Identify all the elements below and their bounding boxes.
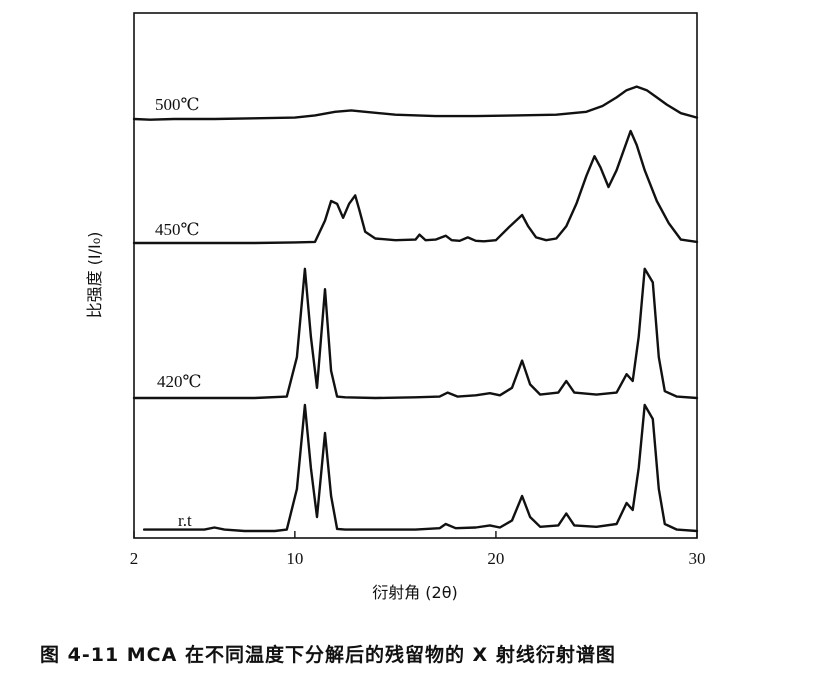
series-line-rt [142,403,699,533]
x-axis-ticks: 2 10 20 30 [130,531,706,568]
x-axis-title: 衍射角 (2θ) [372,583,458,602]
x-tick-label-2: 2 [130,549,139,568]
figure-caption: 图 4-11 MCA 在不同温度下分解后的残留物的 X 射线衍射谱图 [40,644,616,666]
series-label-420c: 420℃ [157,372,202,391]
series-label-rt: r.t [178,511,192,530]
x-tick-label-10: 10 [286,549,303,568]
series-group [132,85,699,533]
series-line-500c [132,85,699,121]
series-line-450c [132,129,699,245]
series-label-450c: 450℃ [155,220,200,239]
x-tick-label-30: 30 [689,549,706,568]
series-label-500c: 500℃ [155,95,200,114]
series-labels: 500℃ 450℃ 420℃ r.t [155,95,202,530]
plot-frame [133,12,698,539]
y-axis-title: 比强度 (I/I₀) [85,232,104,319]
series-line-420c [132,267,699,400]
x-tick-label-20: 20 [487,549,504,568]
